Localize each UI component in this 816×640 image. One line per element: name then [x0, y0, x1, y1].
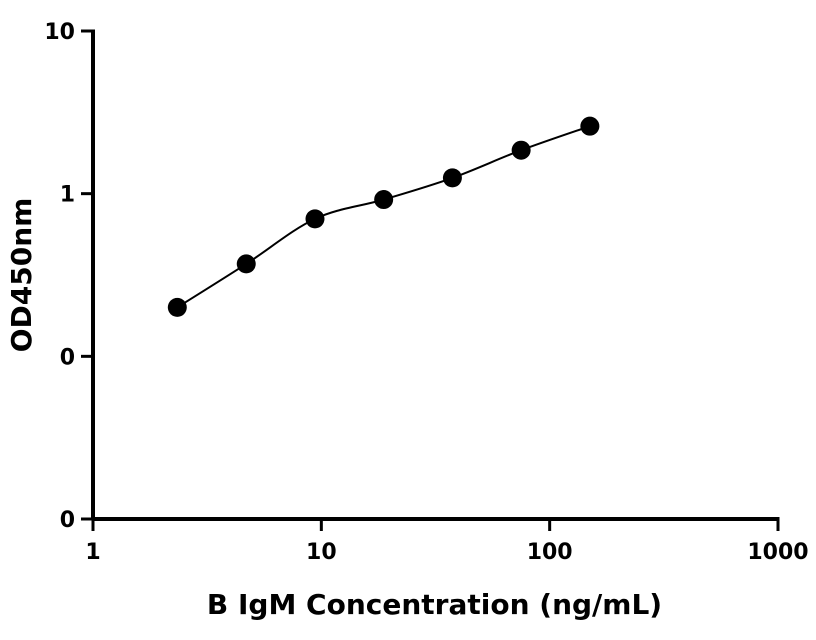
data-point	[374, 190, 394, 210]
data-point	[236, 254, 256, 274]
data-point	[305, 209, 325, 229]
data-point	[442, 168, 462, 188]
data-point	[580, 116, 600, 136]
x-tick-label: 10	[306, 540, 337, 565]
y-tick-label: 10	[44, 20, 75, 45]
y-tick-label: 0	[60, 508, 75, 533]
x-axis-ticks: 1 10 100 1000	[85, 519, 809, 565]
data-points	[167, 116, 600, 317]
x-axis-title: B IgM Concentration (ng/mL)	[207, 588, 662, 621]
y-tick-label: 1	[60, 183, 75, 208]
x-tick-label: 1000	[747, 540, 808, 565]
data-point	[511, 140, 531, 160]
axes	[91, 29, 780, 521]
x-tick-label: 100	[527, 540, 573, 565]
data-point	[167, 297, 187, 317]
y-axis-title: OD450nm	[5, 198, 38, 353]
x-tick-label: 1	[85, 540, 100, 565]
y-tick-label: 0	[60, 345, 75, 370]
